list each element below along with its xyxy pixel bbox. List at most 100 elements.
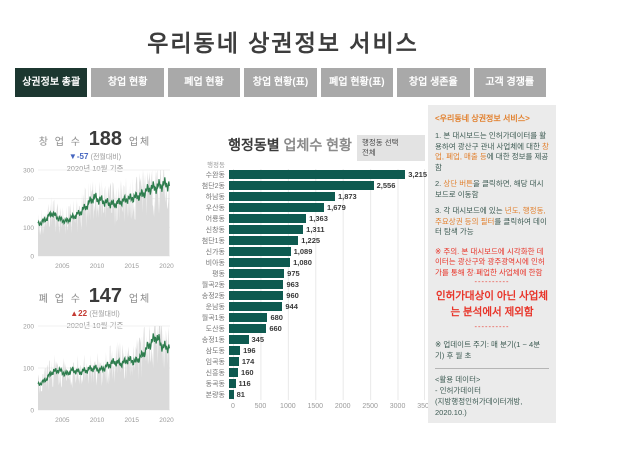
bar-segment[interactable]	[229, 302, 283, 311]
bar-value: 1,679	[326, 203, 346, 212]
bar-value: 1,080	[293, 258, 312, 267]
svg-text:2005: 2005	[55, 263, 70, 270]
bar-segment[interactable]	[229, 258, 291, 267]
bar-value: 1,089	[293, 247, 313, 256]
bar-row[interactable]: 첨단2동 2,556	[175, 180, 427, 191]
bar-row[interactable]: 월곡1동 680	[175, 312, 427, 323]
svg-text:2020: 2020	[159, 417, 174, 424]
tab-overview[interactable]: 상권정보 총괄	[15, 68, 88, 97]
bar-value: 660	[269, 324, 282, 333]
tab-closure-table[interactable]: 폐업 현황(표)	[320, 68, 394, 97]
bar-segment[interactable]	[229, 280, 284, 289]
bar-row[interactable]: 월곡2동 963	[175, 279, 427, 290]
bar-row[interactable]: 하남동 1,873	[175, 191, 427, 202]
bar-segment[interactable]	[229, 324, 267, 333]
bar-segment[interactable]	[229, 225, 304, 234]
bar-category-label: 월곡1동	[201, 314, 225, 322]
bar-segment[interactable]	[229, 192, 335, 201]
bar-segment[interactable]	[229, 214, 307, 223]
bar-segment[interactable]	[229, 269, 285, 278]
bar-track: 196	[229, 346, 427, 355]
bar-value: 1,363	[309, 214, 328, 223]
body-text: 을 클릭하면, 해당 대시보드로 이동함	[435, 179, 544, 199]
bar-segment[interactable]	[229, 291, 284, 300]
body-text: 3. 각 대시보드에 있는	[435, 206, 505, 216]
svg-text:2010: 2010	[90, 417, 105, 424]
bar-segment[interactable]	[229, 181, 374, 190]
bar-track: 160	[229, 368, 427, 377]
tab-startup-status[interactable]: 창업 현황	[91, 68, 164, 97]
tab-closure-status[interactable]: 폐업 현황	[167, 68, 241, 97]
bar-segment[interactable]	[229, 379, 236, 388]
bar-category-label: 신가동	[205, 248, 225, 256]
district-filter-label: 행정동 선택	[362, 138, 399, 147]
bar-segment[interactable]	[229, 390, 234, 399]
panel-heading: <우리동네 상권정보 서비스>	[435, 114, 530, 123]
svg-text:200: 200	[23, 324, 34, 331]
bar-track: 1,225	[229, 236, 427, 245]
bar-row[interactable]: 본량동 81	[175, 389, 427, 400]
tab-customer-competition[interactable]: 고객 경쟁률	[473, 68, 546, 97]
tab-startup-table[interactable]: 창업 현황(표)	[244, 68, 317, 97]
bar-track: 660	[229, 324, 427, 333]
kpi-closure-unit: 업체	[128, 294, 152, 305]
panel-instruction-3: 3. 각 대시보드에 있는 년도, 행정동, 주요상권 등의 필터를 클릭하여 …	[435, 206, 549, 238]
panel-data-source: <활용 데이터> - 인허가데이터 (지방행정인허가데이터개방, 2020.10…	[435, 375, 549, 419]
tab-survival-rate[interactable]: 창업 생존율	[397, 68, 470, 97]
bar-row[interactable]: 어룡동 1,363	[175, 213, 427, 224]
bar-row[interactable]: 우산동 1,679	[175, 202, 427, 213]
bar-row[interactable]: 신흥동 160	[175, 367, 427, 378]
kpi-closure-value: 147	[88, 285, 123, 307]
district-filter-value[interactable]: 전체	[362, 148, 376, 158]
source-title: <활용 데이터>	[435, 375, 481, 385]
svg-text:2015: 2015	[125, 417, 140, 424]
bar-segment[interactable]	[229, 368, 239, 377]
bar-segment[interactable]	[229, 313, 268, 322]
bar-row[interactable]: 첨단1동 1,225	[175, 235, 427, 246]
kpi-startup-delta-row: ▼-57 (전월대비)	[12, 152, 178, 162]
bar-track: 1,311	[229, 225, 427, 234]
bar-segment[interactable]	[229, 203, 324, 212]
bar-row[interactable]: 송정2동 960	[175, 290, 427, 301]
bar-row[interactable]: 신창동 1,311	[175, 224, 427, 235]
bar-row[interactable]: 운남동 944	[175, 301, 427, 312]
bar-track: 975	[229, 269, 427, 278]
body-text: 2.	[435, 179, 444, 189]
bar-rows: 수완동 3,215 첨단2동 2,556 하남동 1,873 우산동 1,679 어룡동 1,36…	[175, 169, 427, 400]
bar-segment[interactable]	[229, 357, 239, 366]
bar-row[interactable]: 도산동 660	[175, 323, 427, 334]
district-filter[interactable]: 행정동 선택 전체	[357, 135, 425, 162]
district-bar-chart: 행정동 수완동 3,215 첨단2동 2,556 하남동 1,873 우산동 1,679 어룡동…	[175, 159, 433, 415]
bar-row[interactable]: 삼도동 196	[175, 345, 427, 356]
closure-trend-chart: 0 100 200 2005 2010 2015 2020	[23, 324, 174, 425]
bar-row[interactable]: 송정1동 345	[175, 334, 427, 345]
panel-exclusion-note: 인허가대상이 아닌 사업체는 분석에서 제외함	[435, 290, 549, 318]
bar-segment[interactable]	[229, 236, 299, 245]
kpi-startup: 창 업 수 188 업체 ▼-57 (전월대비) 2020년 10월 기준	[12, 128, 178, 174]
bar-segment[interactable]	[229, 335, 249, 344]
kpi-startup-delta: ▼-57	[68, 152, 89, 161]
bar-row[interactable]: 임곡동 174	[175, 356, 427, 367]
bar-value: 960	[286, 291, 299, 300]
bar-row[interactable]: 수완동 3,215	[175, 169, 427, 180]
bar-axis-title: 행정동	[207, 162, 225, 169]
bar-value: 2,556	[376, 181, 396, 190]
bar-segment[interactable]	[229, 247, 291, 256]
bar-row[interactable]: 신가동 1,089	[175, 246, 427, 257]
bar-segment[interactable]	[229, 346, 241, 355]
bar-value: 975	[287, 269, 300, 278]
kpi-closure-headline: 폐 업 수 147 업체	[12, 285, 178, 308]
bar-category-label: 동곡동	[205, 380, 225, 388]
bar-row[interactable]: 평동 975	[175, 268, 427, 279]
bar-category-label: 월곡2동	[201, 281, 225, 289]
bar-category-label: 임곡동	[205, 358, 225, 366]
bar-row[interactable]: 동곡동 116	[175, 378, 427, 389]
bar-track: 960	[229, 291, 427, 300]
body-text: 에 대한 정보를 제공함	[435, 152, 549, 172]
startup-trend-chart: 0 100 200 300 2005 2010 2015 2020	[23, 168, 174, 271]
bar-row[interactable]: 비아동 1,080	[175, 257, 427, 268]
bar-category-label: 첨단1동	[201, 237, 225, 245]
bar-track: 1,873	[229, 192, 427, 201]
bar-segment[interactable]	[229, 170, 406, 179]
bar-value: 116	[238, 379, 251, 388]
